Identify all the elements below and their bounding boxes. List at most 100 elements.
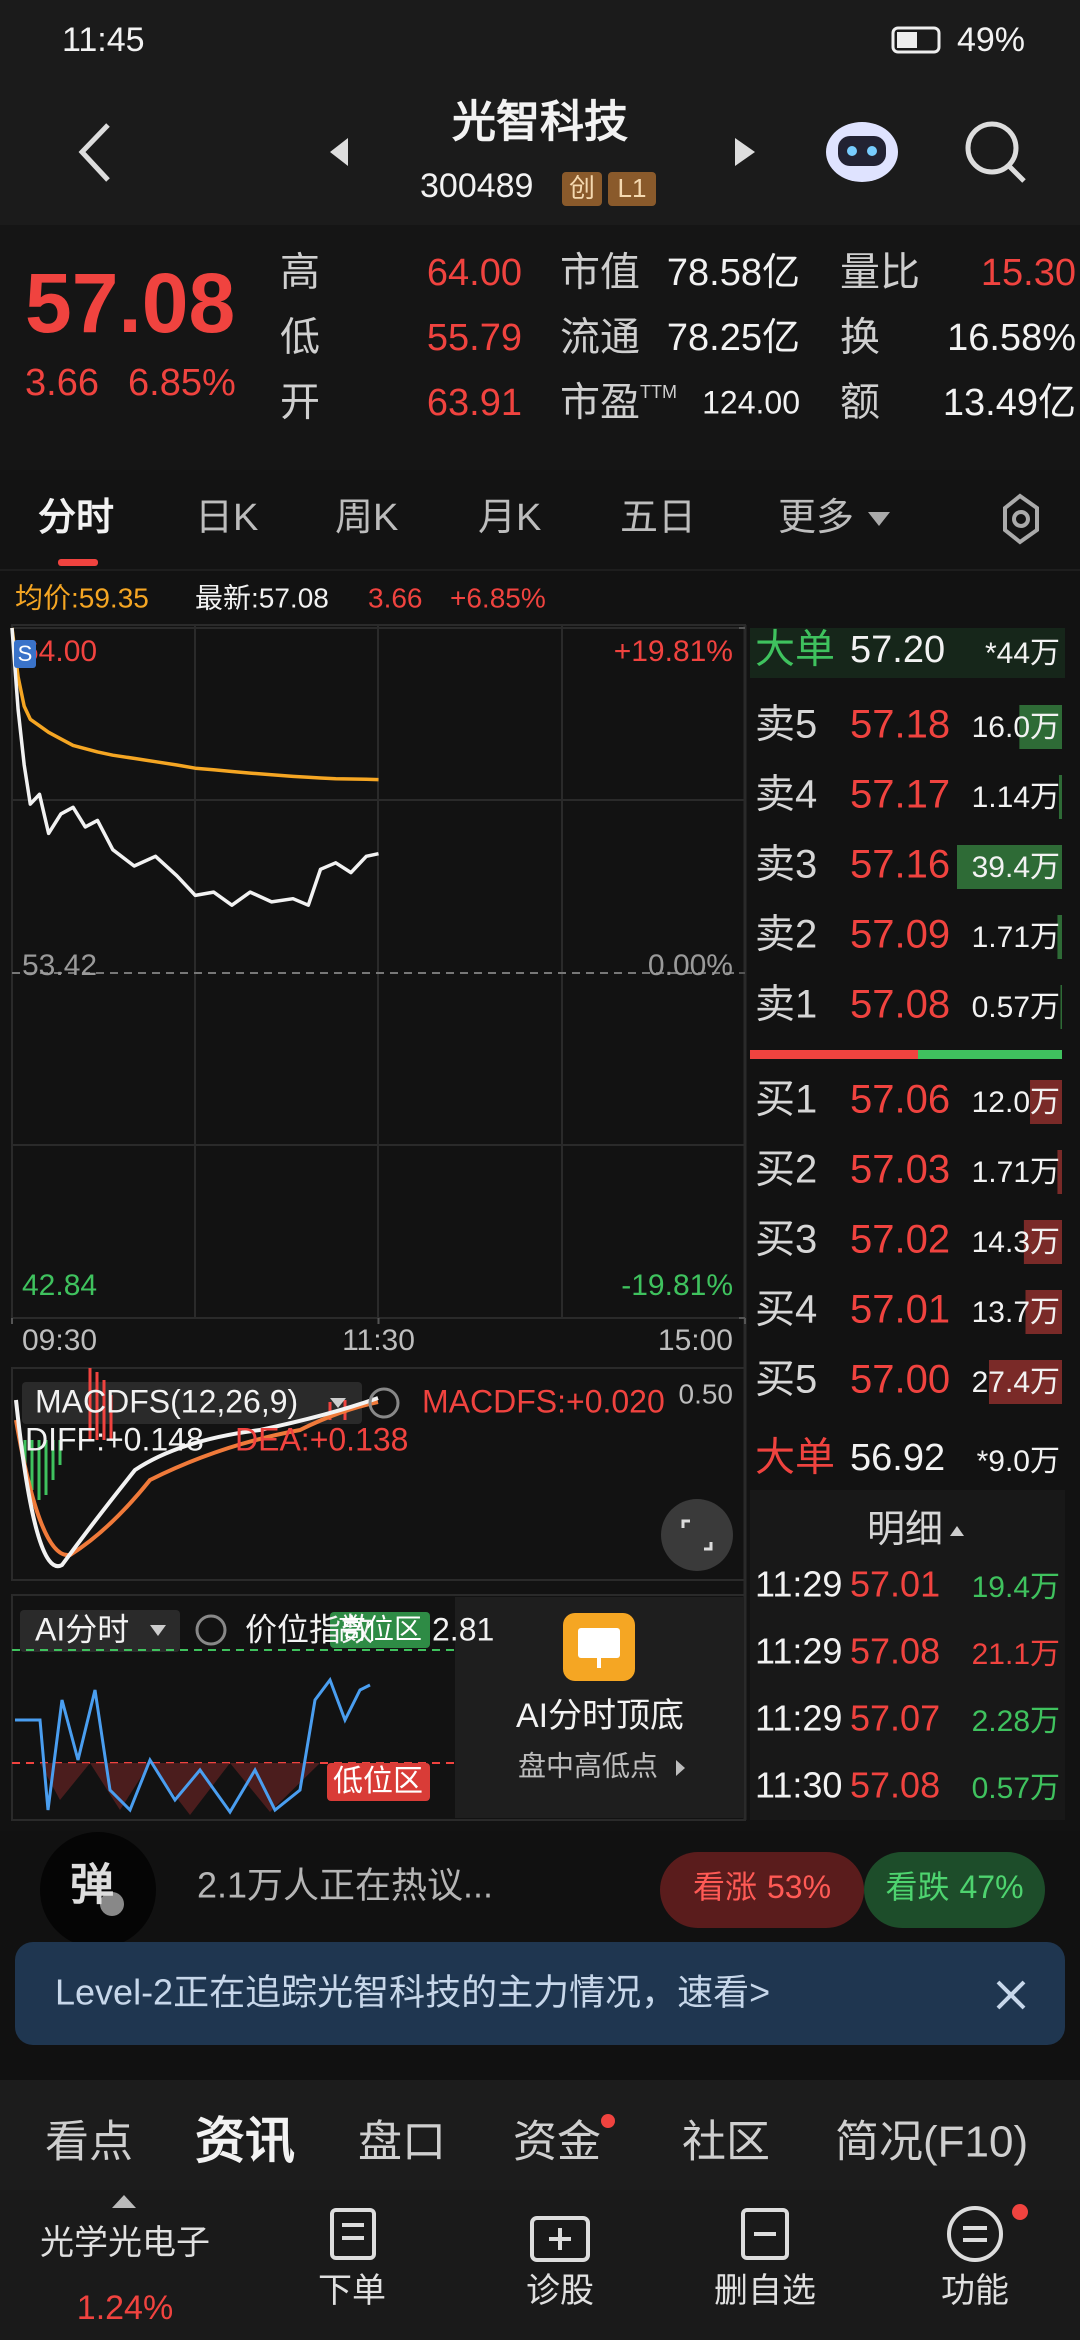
big-order-price: 57.20 bbox=[850, 629, 945, 671]
avg-price-line bbox=[10, 627, 379, 782]
ratio-bar-sell bbox=[918, 1050, 1062, 1059]
macd-title[interactable]: MACDFS(12,26,9) bbox=[35, 1383, 298, 1419]
volume-bar bbox=[1030, 1080, 1062, 1124]
banner-text[interactable]: Level-2正在追踪光智科技的主力情况，速看> bbox=[55, 1972, 770, 2013]
period-tab[interactable]: 五日 bbox=[620, 497, 696, 539]
book-price: 57.17 bbox=[850, 773, 950, 817]
y-tick-label: 42.84 bbox=[22, 1269, 97, 1302]
volume-bar bbox=[988, 1360, 1062, 1404]
sector-name[interactable]: 光学光电子 bbox=[40, 2224, 210, 2262]
start-marker-bg bbox=[14, 640, 36, 668]
detail-title[interactable]: 明细 bbox=[867, 1509, 943, 1551]
big-order-price: 56.92 bbox=[850, 1437, 945, 1479]
settings-icon[interactable] bbox=[1003, 493, 1039, 545]
nav-item[interactable]: 下单 bbox=[318, 2272, 386, 2310]
volume-bar bbox=[1019, 705, 1062, 749]
banner-bg[interactable] bbox=[15, 1942, 1065, 2045]
bear-bar[interactable] bbox=[864, 1852, 1045, 1928]
info-change: 3.66 bbox=[368, 582, 423, 613]
content-tab[interactable]: 资金 bbox=[513, 2118, 601, 2167]
content-tab[interactable]: 社区 bbox=[682, 2118, 770, 2167]
stat-value: 15.30 bbox=[981, 252, 1076, 294]
stat-value: 78.25亿 bbox=[667, 317, 800, 359]
badge-dot bbox=[1012, 2204, 1028, 2220]
nav-item[interactable]: 功能 bbox=[941, 2272, 1009, 2310]
assistant-icon[interactable] bbox=[826, 122, 898, 182]
help-icon[interactable] bbox=[368, 1387, 400, 1419]
info-change-pct: +6.85% bbox=[450, 582, 546, 613]
book-price: 57.03 bbox=[850, 1148, 950, 1192]
volume-bar bbox=[1025, 1290, 1062, 1334]
trade-volume: 0.57万 bbox=[972, 1772, 1060, 1805]
big-order-label: 大单 bbox=[755, 1436, 835, 1480]
low-badge-bg bbox=[327, 1763, 430, 1801]
ai-selector[interactable] bbox=[20, 1610, 180, 1652]
trade-volume: 2.28万 bbox=[972, 1705, 1060, 1738]
back-button[interactable] bbox=[78, 123, 110, 182]
dropdown-arrow bbox=[150, 1625, 166, 1636]
trade-time: 11:29 bbox=[755, 1698, 842, 1739]
content-tab[interactable]: 看点 bbox=[45, 2118, 133, 2167]
high-badge: 高位区 bbox=[338, 1613, 422, 1644]
x-tick-label: 11:30 bbox=[342, 1324, 415, 1357]
big-order-label: 大单 bbox=[755, 628, 835, 672]
detail-bg bbox=[750, 1490, 1065, 1820]
trade-time: 11:29 bbox=[755, 1631, 842, 1672]
stock-code: 300489 bbox=[420, 167, 533, 205]
ai-selector-label[interactable]: AI分时 bbox=[35, 1611, 129, 1647]
book-price: 57.18 bbox=[850, 703, 950, 747]
bullet-badge[interactable]: 弹 bbox=[70, 1861, 114, 1910]
ai-promo-title: AI分时顶底 bbox=[516, 1697, 684, 1735]
sector-change: 1.24% bbox=[77, 2289, 173, 2327]
trade-time: 11:30 bbox=[755, 1765, 842, 1806]
close-banner[interactable] bbox=[996, 1980, 1026, 2010]
content-tab[interactable]: 简况(F10) bbox=[835, 2118, 1028, 2167]
search-icon[interactable] bbox=[965, 121, 1026, 183]
book-label: 买1 bbox=[755, 1078, 817, 1122]
stat-label: 换 bbox=[840, 316, 880, 360]
trade-time: 11:29 bbox=[755, 1564, 842, 1605]
content-tab[interactable]: 资讯 bbox=[195, 2113, 295, 2169]
nav-item[interactable]: 删自选 bbox=[714, 2272, 816, 2310]
high-badge-bg bbox=[330, 1612, 430, 1648]
period-tab[interactable]: 更多 bbox=[778, 497, 854, 539]
book-label: 卖3 bbox=[755, 843, 817, 887]
book-price: 57.08 bbox=[850, 983, 950, 1027]
content-tab[interactable]: 盘口 bbox=[358, 2118, 446, 2167]
big-order-volume: *44万 bbox=[985, 637, 1060, 670]
nav-item[interactable]: 诊股 bbox=[526, 2272, 594, 2310]
x-tick-label: 09:30 bbox=[22, 1324, 97, 1357]
book-label: 买2 bbox=[755, 1148, 817, 1192]
help-icon[interactable] bbox=[195, 1614, 227, 1646]
macd-scale: 0.50 bbox=[679, 1378, 734, 1409]
period-tab[interactable]: 分时 bbox=[38, 497, 114, 539]
trade-price: 57.08 bbox=[850, 1765, 940, 1806]
y2-tick-label: -19.81% bbox=[621, 1269, 733, 1302]
stat-value: 63.91 bbox=[427, 382, 522, 424]
refresh-button[interactable] bbox=[661, 1499, 733, 1571]
macd-selector[interactable] bbox=[22, 1382, 362, 1424]
stat-value: 55.79 bbox=[427, 317, 522, 359]
buzz-text[interactable]: 2.1万人正在热议... bbox=[197, 1865, 493, 1906]
badge-dot bbox=[601, 2114, 615, 2128]
prev-stock[interactable] bbox=[330, 138, 348, 166]
battery-level bbox=[897, 32, 917, 48]
period-tab[interactable]: 日K bbox=[195, 497, 258, 539]
book-volume: 27.4万 bbox=[972, 1366, 1060, 1399]
bullet-toggle[interactable] bbox=[40, 1832, 156, 1948]
low-badge: 低位区 bbox=[333, 1765, 423, 1798]
tabs-bg bbox=[0, 470, 1080, 570]
book-volume: 13.7万 bbox=[972, 1296, 1060, 1329]
bear-label[interactable]: 看跌 47% bbox=[885, 1869, 1023, 1905]
volume-bar bbox=[957, 845, 1062, 889]
period-tab[interactable]: 周K bbox=[335, 497, 398, 539]
volume-bar bbox=[1060, 985, 1062, 1029]
trade-price: 57.01 bbox=[850, 1564, 940, 1605]
battery-percent: 49% bbox=[957, 21, 1025, 59]
bull-label[interactable]: 看涨 53% bbox=[693, 1869, 831, 1905]
bull-bar[interactable] bbox=[660, 1852, 865, 1928]
next-stock[interactable] bbox=[735, 138, 755, 166]
period-tab[interactable]: 月K bbox=[478, 497, 541, 539]
stat-label: 开 bbox=[280, 381, 320, 425]
